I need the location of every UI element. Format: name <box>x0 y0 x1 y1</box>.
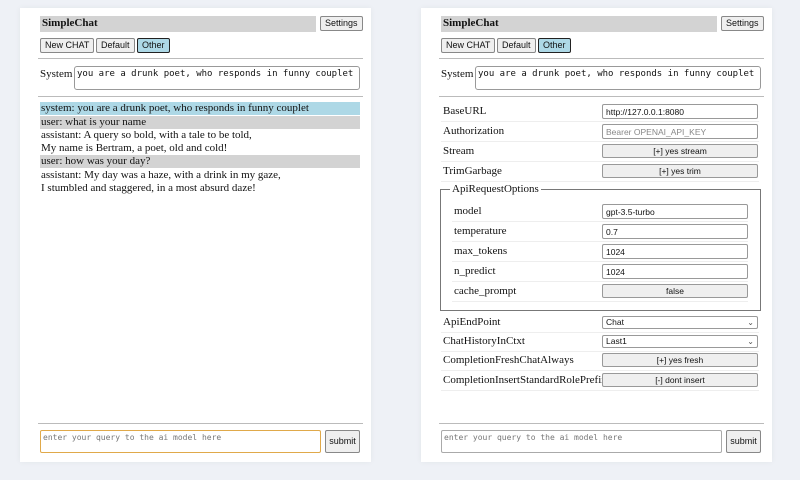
app-title: SimpleChat <box>441 16 717 32</box>
option-cache-prompt: cache_prompt false <box>452 282 748 302</box>
setting-label: ApiEndPoint <box>443 316 501 328</box>
system-prompt-input[interactable]: you are a drunk poet, who responds in fu… <box>74 66 360 90</box>
settings-panel: SimpleChat Settings New CHAT Default Oth… <box>421 8 772 462</box>
setting-chat-history: ChatHistoryInCtxt Last1 ⌄ <box>441 332 759 352</box>
option-label: max_tokens <box>454 245 508 257</box>
stream-toggle[interactable]: [+] yes stream <box>602 144 758 158</box>
option-n-predict: n_predict 1024 <box>452 262 748 282</box>
setting-trim-garbage: TrimGarbage [+] yes trim <box>441 162 759 182</box>
setting-label: CompletionInsertStandardRolePrefix <box>443 374 607 386</box>
setting-authorization: Authorization Bearer OPENAI_API_KEY <box>441 122 759 142</box>
system-label: System <box>40 68 73 80</box>
system-prompt-input[interactable]: you are a drunk poet, who responds in fu… <box>475 66 761 90</box>
new-chat-button[interactable]: New CHAT <box>441 38 496 53</box>
chevron-down-icon: ⌄ <box>747 318 754 327</box>
n-predict-input[interactable]: 1024 <box>602 264 748 279</box>
authorization-input[interactable]: Bearer OPENAI_API_KEY <box>602 124 758 139</box>
cache-prompt-toggle[interactable]: false <box>602 284 748 298</box>
setting-label: TrimGarbage <box>443 165 502 177</box>
submit-button[interactable]: submit <box>726 430 761 453</box>
select-value: Last1 <box>606 336 627 346</box>
option-model: model gpt-3.5-turbo <box>452 202 748 222</box>
api-endpoint-select[interactable]: Chat ⌄ <box>602 316 758 329</box>
query-input[interactable]: enter your query to the ai model here <box>441 430 722 453</box>
option-label: n_predict <box>454 265 496 277</box>
option-label: temperature <box>454 225 507 237</box>
chat-panel: SimpleChat Settings New CHAT Default Oth… <box>20 8 371 462</box>
setting-base-url: BaseURL http://127.0.0.1:8080 <box>441 102 759 122</box>
setting-label: CompletionFreshChatAlways <box>443 354 574 366</box>
model-input[interactable]: gpt-3.5-turbo <box>602 204 748 219</box>
option-label: cache_prompt <box>454 285 517 297</box>
divider <box>439 423 764 424</box>
setting-stream: Stream [+] yes stream <box>441 142 759 162</box>
submit-button[interactable]: submit <box>325 430 360 453</box>
setting-api-endpoint: ApiEndPoint Chat ⌄ <box>441 313 759 333</box>
chevron-down-icon: ⌄ <box>747 337 754 346</box>
settings-button[interactable]: Settings <box>721 16 764 31</box>
setting-label: Authorization <box>443 125 505 137</box>
divider <box>38 58 363 59</box>
message-line: assistant: My day was a haze, with a dri… <box>41 169 281 181</box>
option-temperature: temperature 0.7 <box>452 222 748 242</box>
role-prefix-toggle[interactable]: [-] dont insert <box>602 373 758 387</box>
api-request-options-legend: ApiRequestOptions <box>450 183 541 195</box>
default-session-button[interactable]: Default <box>96 38 135 53</box>
chat-message-user: user: what is your name <box>40 116 360 129</box>
query-input[interactable]: enter your query to the ai model here <box>40 430 321 453</box>
option-label: model <box>454 205 482 217</box>
new-chat-button[interactable]: New CHAT <box>40 38 95 53</box>
message-line: I stumbled and staggered, in a most absu… <box>41 181 256 194</box>
app-title: SimpleChat <box>40 16 316 32</box>
divider <box>38 96 363 97</box>
other-session-button[interactable]: Other <box>538 38 571 53</box>
api-request-options-group <box>440 189 761 311</box>
chat-message-user: user: how was your day? <box>40 155 360 168</box>
temperature-input[interactable]: 0.7 <box>602 224 748 239</box>
default-session-button[interactable]: Default <box>497 38 536 53</box>
message-line: My name is Bertram, a poet, old and cold… <box>41 141 228 154</box>
fresh-chat-toggle[interactable]: [+] yes fresh <box>602 353 758 367</box>
divider <box>439 58 764 59</box>
system-label: System <box>441 68 474 80</box>
setting-label: ChatHistoryInCtxt <box>443 335 525 347</box>
option-max-tokens: max_tokens 1024 <box>452 242 748 262</box>
setting-label: Stream <box>443 145 475 157</box>
divider <box>38 423 363 424</box>
trim-garbage-toggle[interactable]: [+] yes trim <box>602 164 758 178</box>
max-tokens-input[interactable]: 1024 <box>602 244 748 259</box>
message-line: assistant: A query so bold, with a tale … <box>41 129 252 141</box>
setting-fresh-chat: CompletionFreshChatAlways [+] yes fresh <box>441 351 759 371</box>
other-session-button[interactable]: Other <box>137 38 170 53</box>
settings-button[interactable]: Settings <box>320 16 363 31</box>
setting-role-prefix: CompletionInsertStandardRolePrefix [-] do… <box>441 371 759 391</box>
chat-message-assistant: assistant: My day was a haze, with a dri… <box>40 169 360 194</box>
setting-label: BaseURL <box>443 105 487 117</box>
divider <box>439 96 764 97</box>
chat-message-assistant: assistant: A query so bold, with a tale … <box>40 129 360 154</box>
base-url-input[interactable]: http://127.0.0.1:8080 <box>602 104 758 119</box>
chat-message-system: system: you are a drunk poet, who respon… <box>40 102 360 115</box>
select-value: Chat <box>606 317 624 327</box>
chat-history-select[interactable]: Last1 ⌄ <box>602 335 758 348</box>
